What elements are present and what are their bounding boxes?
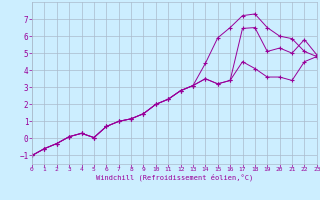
X-axis label: Windchill (Refroidissement éolien,°C): Windchill (Refroidissement éolien,°C) xyxy=(96,174,253,181)
